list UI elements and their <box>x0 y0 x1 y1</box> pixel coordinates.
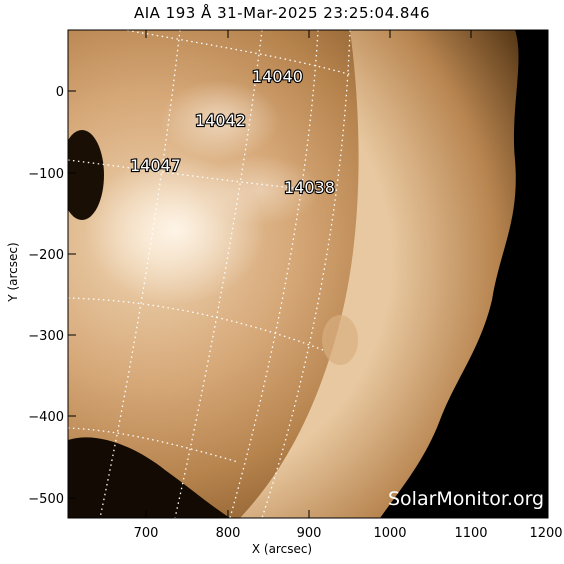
y-tick-label: −400 <box>28 410 64 425</box>
coronal-hole <box>68 130 104 220</box>
limb-prominence <box>322 315 358 365</box>
active-region-glow <box>200 155 320 225</box>
y-tick-label: −100 <box>28 167 64 182</box>
x-tick-label: 1100 <box>454 526 487 541</box>
y-axis-label: Y (arcsec) <box>6 242 20 302</box>
region-label: 14042 <box>195 111 246 130</box>
active-region-glow <box>160 80 280 160</box>
x-tick-label: 1200 <box>529 526 562 541</box>
y-tick-label: −500 <box>28 492 64 507</box>
x-tick-labels: 700 800 900 1000 1100 1200 <box>134 526 563 541</box>
coronal-hole <box>68 437 230 518</box>
credit-watermark: SolarMonitor.org <box>388 488 545 510</box>
x-tick-label: 700 <box>134 526 159 541</box>
region-label: 14047 <box>130 156 181 175</box>
region-label: 14040 <box>252 67 303 86</box>
y-tick-label: −300 <box>28 329 64 344</box>
x-tick-label: 1000 <box>373 526 406 541</box>
x-tick-label: 800 <box>216 526 241 541</box>
sun-image: 14040 14042 14047 14038 <box>68 30 548 518</box>
x-axis-label: X (arcsec) <box>251 542 313 556</box>
y-tick-labels: 0 −100 −200 −300 −400 −500 <box>28 85 64 507</box>
y-tick-label: −200 <box>28 248 64 263</box>
axes-frame <box>67 29 549 519</box>
heliographic-grid <box>68 30 353 518</box>
region-label: 14038 <box>284 178 335 197</box>
y-tick-label: 0 <box>56 85 64 100</box>
image-title: AIA 193 Å 31-Mar-2025 23:25:04.846 <box>133 4 431 22</box>
x-tick-label: 900 <box>297 526 322 541</box>
